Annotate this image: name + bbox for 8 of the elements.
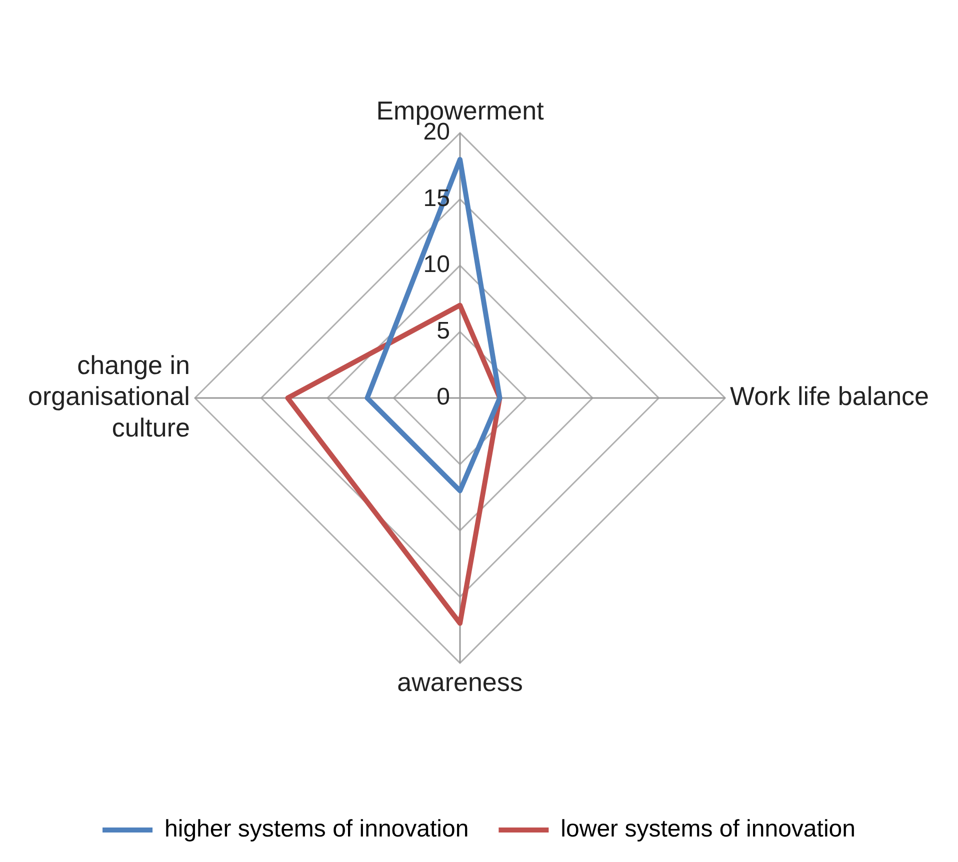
y-tick-label: 10 <box>423 251 450 278</box>
legend-label: higher systems of innovation <box>164 816 469 843</box>
y-tick-label: 0 <box>436 384 450 411</box>
spoke-label: change in organisational culture <box>28 350 190 442</box>
spoke-label: Work life balance <box>730 381 930 412</box>
spoke-label: awareness <box>397 666 523 697</box>
legend-label: lower systems of innovation <box>560 816 856 843</box>
y-tick-label: 5 <box>436 317 450 344</box>
